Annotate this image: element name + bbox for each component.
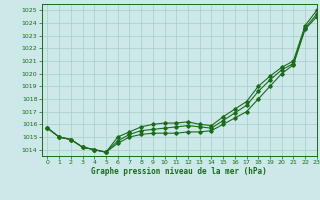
X-axis label: Graphe pression niveau de la mer (hPa): Graphe pression niveau de la mer (hPa) bbox=[91, 167, 267, 176]
